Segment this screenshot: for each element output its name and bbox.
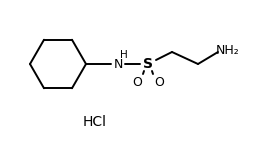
Text: H: H: [120, 50, 128, 60]
Text: O: O: [132, 76, 142, 90]
Text: HCl: HCl: [83, 115, 107, 129]
Text: NH₂: NH₂: [216, 43, 240, 56]
Text: O: O: [154, 76, 164, 90]
Text: S: S: [143, 57, 153, 71]
Text: N: N: [113, 57, 123, 71]
